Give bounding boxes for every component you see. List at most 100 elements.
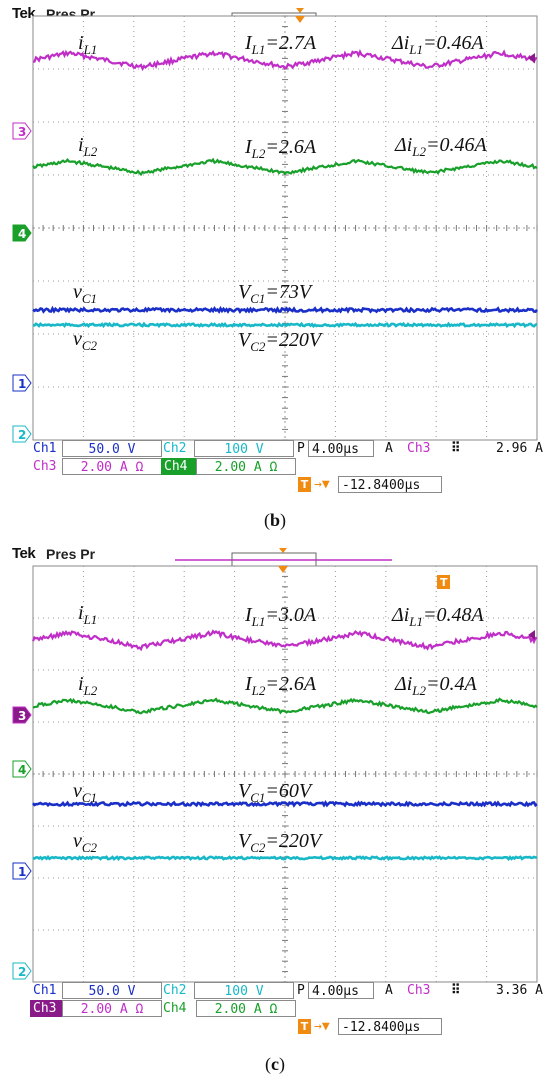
trigger-source: Ch3 [407,983,431,998]
ground-marker-ch3: 3 [12,706,32,724]
ground-marker-shape [12,224,32,242]
label-vc1: vC1 [73,281,98,306]
label-il2: iL2 [78,134,98,159]
trigger-marker-label: T [440,576,448,589]
ch1-scale: 50.0 V [62,440,162,457]
label-il2: iL2 [78,673,98,698]
scope-header: Tek Pres Pr [0,540,550,564]
ground-marker-label: 4 [18,227,26,241]
ground-marker-ch3: 3 [12,122,32,140]
ch1-label: Ch1 [33,983,57,998]
scope-panel-c: Tek Pres Pr 3 4 1 2 T iL1 IL1=3.0A ΔiL1=0.48… [0,540,550,1084]
label-dIL1-value: ΔiL1=0.46A [392,32,484,57]
ground-marker-label: 2 [18,428,26,442]
trigger-level: 3.36 A [496,983,543,998]
ch1-label: Ch1 [33,441,57,456]
timebase-prefix: P [297,441,305,456]
ch2-scale: 100 V [194,440,294,457]
caption-c: (c) [265,1054,285,1074]
ch2-label: Ch2 [163,441,187,456]
trigger-delay: -12.8400µs [338,1018,442,1035]
trigger-time-icon [295,16,305,23]
trigger-edge-icon: ⠿ [451,441,461,456]
timebase-prefix: P [297,983,305,998]
label-IL1-value: IL1=3.0A [245,604,317,629]
label-IL2-value: IL2=2.6A [245,136,317,161]
trigger-marker-icon: T [298,477,311,492]
trace-vC2 [32,854,537,862]
ground-marker-shape [12,760,32,778]
ch3-scale: 2.00 A Ω [62,458,162,475]
trigger-position-icon [296,8,304,13]
ground-marker-label: 3 [18,125,26,139]
ground-marker-shape [12,122,32,140]
trigger-edge-icon: ⠿ [451,983,461,998]
trigger-time-icon [278,566,288,573]
caption-b: (b) [263,510,286,530]
label-IL1-value: IL1=2.7A [245,32,317,57]
ground-marker-ch4: 4 [12,224,32,242]
ch3-label: Ch3 [30,1000,64,1017]
trigger-level-icon [528,630,535,640]
ground-marker-shape [12,962,32,980]
label-il1: iL1 [78,32,98,57]
ground-marker-shape [12,862,32,880]
label-IL2-value: IL2=2.6A [245,673,317,698]
ground-marker-ch1: 1 [12,862,32,880]
trigger-level: 2.96 A [496,441,543,456]
ground-marker-label: 2 [18,965,26,979]
trigger-marker-icon [437,575,450,589]
delay-arrow-icon: →▼ [314,1019,330,1034]
waveform-screen: 3 4 1 2 T [12,548,538,983]
label-VC2-value: VC2=220V [238,329,322,354]
label-vc2: vC2 [73,830,98,855]
ch1-scale: 50.0 V [62,982,162,999]
waveform-screen: 3 4 1 2 [12,8,538,443]
trace-iL2 [32,157,538,177]
trace-iL2 [32,697,538,715]
trace-vC2 [32,321,538,329]
trace-vC1 [32,305,538,314]
ground-marker-ch4: 4 [12,760,32,778]
label-VC1-value: VC1=60V [238,780,312,805]
ch3-scale: 2.00 A Ω [62,1000,162,1017]
delay-arrow-icon: →▼ [314,477,330,492]
label-VC2-value: VC2=220V [238,830,322,855]
ground-marker-label: 4 [18,763,26,777]
timebase-value: 4.00µs [308,982,374,999]
mode-label: Pres Pr [46,546,96,562]
brand-label: Tek [12,5,36,22]
label-vc2: vC2 [73,328,98,353]
ch2-scale: 100 V [194,982,294,999]
ch4-scale: 2.00 A Ω [196,458,296,475]
label-VC1-value: VC1=73V [238,281,312,306]
ground-marker-shape [12,374,32,392]
ground-marker-label: 3 [18,709,26,723]
trigger-position-icon [279,548,287,553]
trigger-delay: -12.8400µs [338,476,442,493]
timebase-value: 4.00µs [308,440,374,457]
brand-label: Tek [12,545,36,562]
ch4-label: Ch4 [161,458,196,475]
ground-marker-shape [12,706,32,724]
trace-iL1 [32,49,538,72]
label-dIL2-value: ΔiL2=0.4A [395,673,477,698]
ch4-label: Ch4 [163,1001,187,1016]
trigger-marker-icon: T [298,1019,311,1034]
ch3-label: Ch3 [33,459,57,474]
label-dIL1-value: ΔiL1=0.48A [392,604,484,629]
label-il1: iL1 [78,602,98,627]
acq-mode: A [385,441,393,456]
ch2-label: Ch2 [163,983,187,998]
trigger-source: Ch3 [407,441,431,456]
ground-marker-ch2: 2 [12,425,32,443]
ground-marker-label: 1 [18,865,26,879]
ground-marker-label: 1 [18,377,26,391]
ground-marker-ch1: 1 [12,374,32,392]
label-vc1: vC1 [73,780,98,805]
ground-marker-shape [12,425,32,443]
trigger-level-icon [528,53,535,63]
ground-marker-ch2: 2 [12,962,32,980]
trace-iL1 [31,629,538,652]
